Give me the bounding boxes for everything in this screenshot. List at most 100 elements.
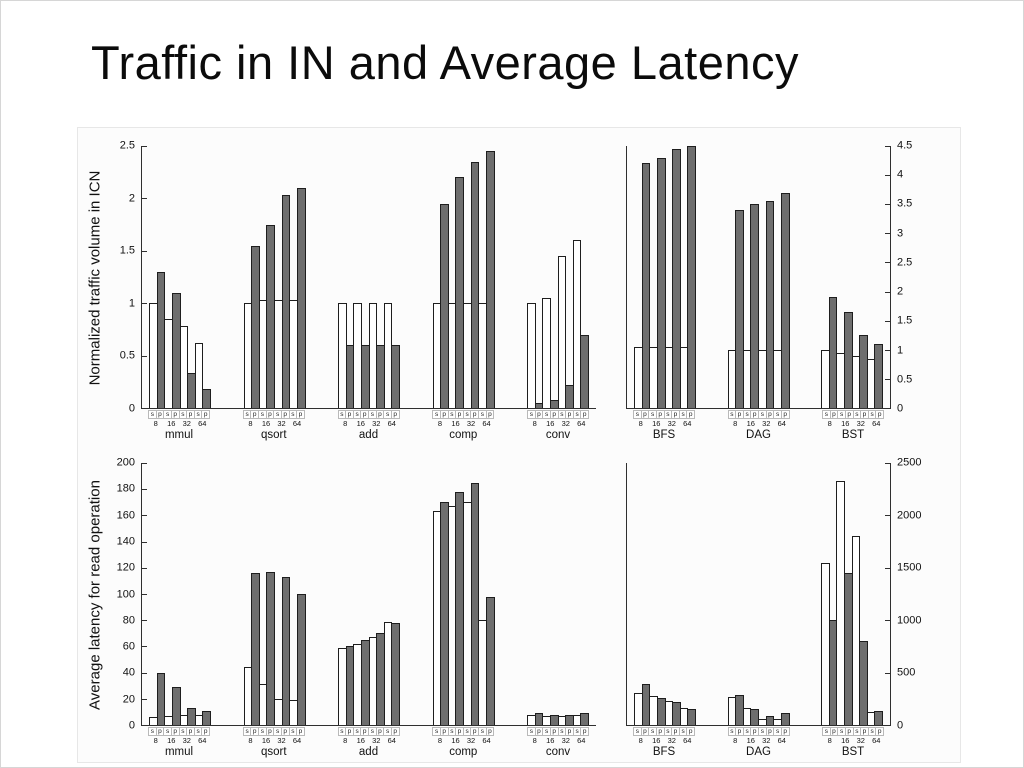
bar-size-label: 16 bbox=[652, 419, 661, 428]
bar-size-label: 16 bbox=[746, 419, 755, 428]
bar-s64-mmul bbox=[194, 343, 204, 408]
bar-letter-label: p bbox=[686, 727, 695, 736]
bar-size-label: 64 bbox=[387, 419, 396, 428]
bar-p8-BFS bbox=[641, 163, 651, 408]
bar-size-label: 64 bbox=[482, 419, 491, 428]
group-name: conv bbox=[545, 429, 571, 441]
bar-letter-label: p bbox=[390, 727, 400, 736]
bar-size-label: 8 bbox=[437, 736, 443, 745]
bar-letter-label: p bbox=[296, 410, 305, 419]
bar-letter-label: p bbox=[580, 410, 589, 419]
bar-size-label: 32 bbox=[277, 736, 286, 745]
bar-size-label: 8 bbox=[153, 736, 158, 745]
bar-p16-DAG bbox=[750, 708, 759, 725]
x-axis-labels: s p s p s p s p 8 16 32 64 mmul s p s p s p s p 8 16 32 64 qsort s… bbox=[141, 410, 596, 441]
bar-p64-add bbox=[391, 345, 400, 408]
group-label-qsort: s p s p s p s p 8 16 32 64 qsort bbox=[242, 410, 305, 441]
bar-p64-mmul bbox=[202, 710, 211, 725]
bar-p16-comp bbox=[455, 177, 464, 408]
bar-letter-label: p bbox=[296, 727, 305, 736]
y-tick-mark bbox=[142, 567, 147, 569]
y-tick-mark bbox=[885, 262, 890, 264]
bar-s64-conv bbox=[572, 240, 582, 408]
bar-group-qsort bbox=[243, 463, 306, 725]
bar-size-label: 32 bbox=[466, 419, 476, 428]
group-label-conv: s p s p s p s p 8 16 32 64 conv bbox=[527, 410, 589, 441]
bar-size-label: 64 bbox=[683, 419, 692, 428]
chart-normalized-traffic-apps: Normalized traffic volume in ICN 0 0.5 1 1.… bbox=[87, 140, 596, 441]
y-tick-mark bbox=[885, 320, 890, 322]
y-tick-mark bbox=[885, 233, 890, 235]
group-name: BST bbox=[841, 746, 865, 758]
bar-group-mmul bbox=[149, 463, 211, 725]
y-tick-mark bbox=[885, 349, 890, 351]
x-axis-labels: s p s p s p s p 8 16 32 64 mmul s p s p s p s p 8 16 32 64 qsort s… bbox=[141, 727, 596, 758]
y-tick-mark bbox=[885, 408, 890, 409]
y-axis-title: Normalized traffic volume in ICN bbox=[86, 170, 104, 385]
y-tick-mark bbox=[885, 204, 890, 206]
bar-s8-conv bbox=[527, 303, 536, 408]
bar-p64-BFS bbox=[687, 146, 696, 408]
bar-p64-qsort bbox=[296, 187, 306, 408]
bar-p64-add bbox=[391, 622, 400, 725]
bar-size-label: 32 bbox=[856, 419, 865, 428]
bar-letter-label: p bbox=[485, 727, 495, 736]
y-tick-mark bbox=[142, 541, 147, 543]
figure-background bbox=[77, 127, 961, 763]
bar-letter-label: p bbox=[201, 410, 210, 419]
y-tick-mark bbox=[885, 672, 890, 674]
bar-p64-comp bbox=[485, 151, 495, 408]
group-name: add bbox=[358, 746, 379, 758]
bar-size-label: 32 bbox=[372, 419, 381, 428]
y-tick-mark bbox=[142, 725, 147, 726]
y-tick-mark bbox=[142, 515, 147, 517]
bar-groups bbox=[627, 463, 890, 725]
group-name: mmul bbox=[164, 746, 194, 758]
bar-p8-mmul bbox=[156, 672, 166, 725]
bar-letter-label: p bbox=[875, 727, 884, 736]
bar-size-label: 64 bbox=[777, 736, 786, 745]
bar-group-conv bbox=[527, 463, 589, 725]
bar-letter-label: p bbox=[390, 410, 400, 419]
group-label-conv: s p s p s p s p 8 16 32 64 conv bbox=[527, 727, 589, 758]
bar-p32-BFS bbox=[672, 148, 681, 408]
bar-letter-label: p bbox=[780, 410, 790, 419]
bar-size-label: 32 bbox=[561, 736, 570, 745]
bar-size-label: 8 bbox=[153, 419, 158, 428]
bar-p8-BST bbox=[828, 297, 838, 408]
bar-size-label: 32 bbox=[762, 419, 771, 428]
bar-size-label: 16 bbox=[356, 736, 365, 745]
bar-size-label: 64 bbox=[872, 419, 881, 428]
group-label-add: s p s p s p s p 8 16 32 64 add bbox=[337, 727, 400, 758]
bar-size-label: 16 bbox=[451, 736, 460, 745]
bar-size-label: 64 bbox=[777, 419, 786, 428]
slide-title: Traffic in IN and Average Latency bbox=[91, 36, 799, 89]
y-tick-mark bbox=[885, 515, 890, 517]
y-tick-mark bbox=[142, 198, 147, 200]
group-label-BFS: s p s p s p s p 8 16 32 64 BFS bbox=[633, 727, 695, 758]
bar-s32-conv bbox=[557, 256, 567, 408]
y-tick-mark bbox=[885, 291, 890, 293]
bar-size-label: 16 bbox=[841, 736, 850, 745]
group-name: mmul bbox=[164, 429, 194, 441]
y-tick-mark bbox=[885, 175, 890, 177]
y-tick-mark bbox=[142, 408, 147, 409]
bar-size-label: 16 bbox=[261, 736, 271, 745]
y-tick-mark bbox=[142, 146, 147, 147]
bar-size-label: 32 bbox=[561, 419, 570, 428]
y-axis-title: Average latency for read operation bbox=[86, 479, 104, 710]
group-label-add: s p s p s p s p 8 16 32 64 add bbox=[337, 410, 400, 441]
bar-size-label: 32 bbox=[277, 419, 286, 428]
bar-size-label: 16 bbox=[261, 419, 271, 428]
bar-size-label: 16 bbox=[652, 736, 661, 745]
bar-groups bbox=[627, 146, 890, 408]
y-tick-mark bbox=[885, 378, 890, 380]
bar-letter-label: p bbox=[485, 410, 495, 419]
y-tick-mark bbox=[142, 594, 147, 595]
bar-size-label: 64 bbox=[387, 736, 396, 745]
bar-size-label: 64 bbox=[577, 736, 586, 745]
bar-p16-DAG bbox=[750, 204, 759, 408]
group-name: comp bbox=[449, 746, 478, 758]
group-label-mmul: s p s p s p s p 8 16 32 64 mmul bbox=[148, 410, 210, 441]
bar-size-label: 64 bbox=[198, 736, 207, 745]
